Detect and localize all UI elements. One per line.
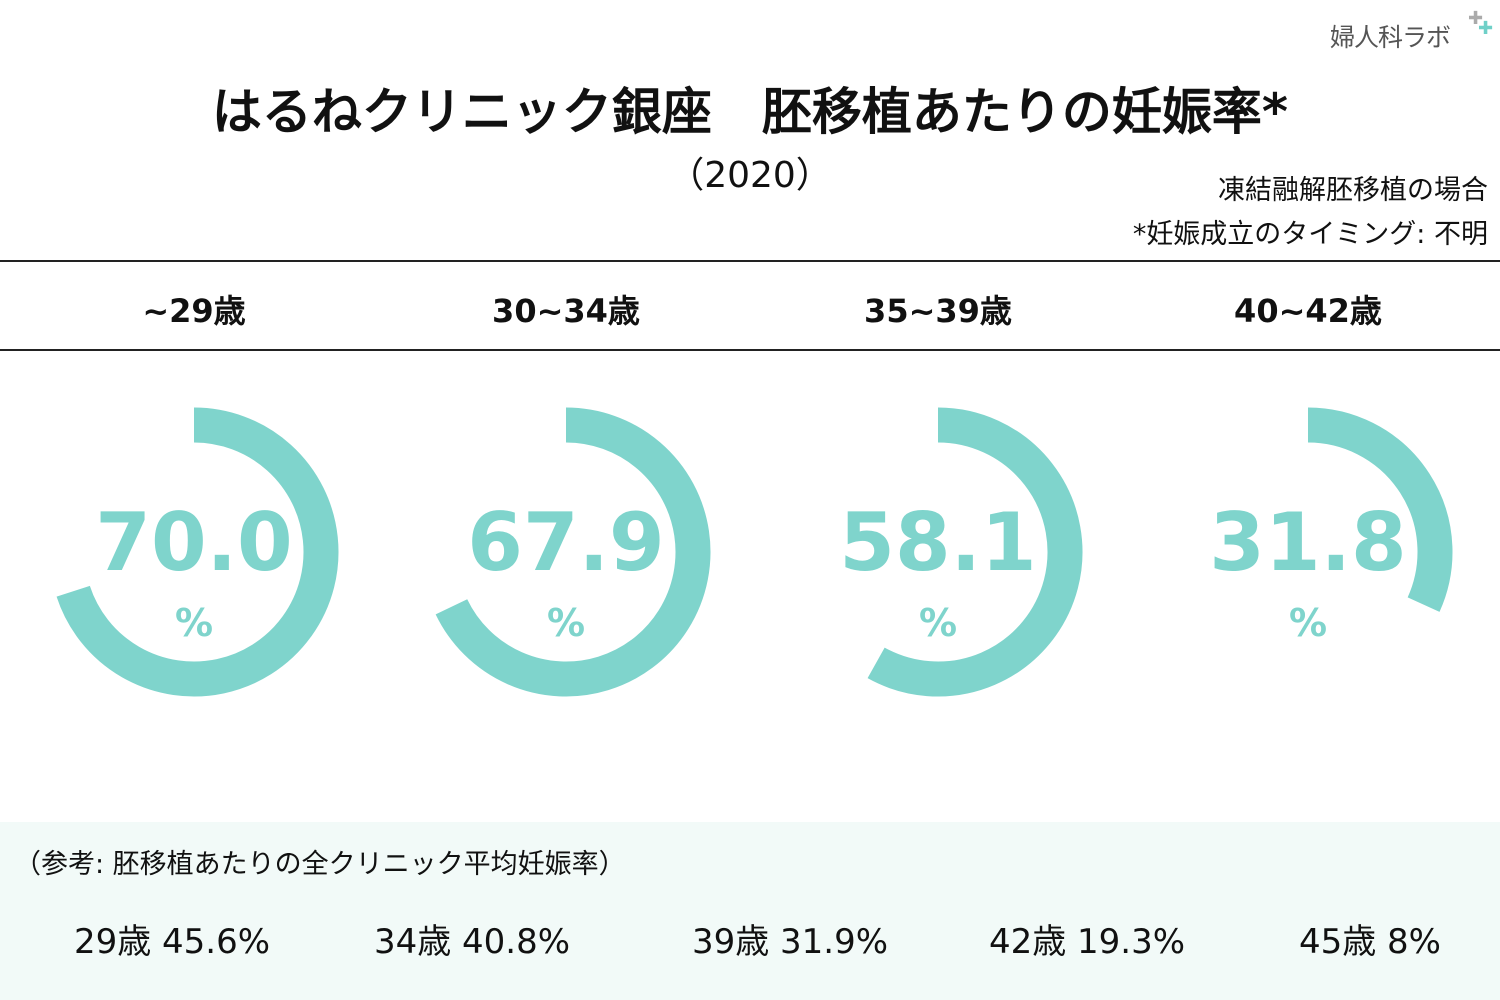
reference-item: 42歳 19.3% <box>988 922 1186 962</box>
gauge-arc <box>56 407 339 697</box>
age-label: ~29歳 <box>142 292 246 330</box>
plus-icon: ✚ <box>1468 8 1483 29</box>
age-label: 40~42歳 <box>1234 292 1382 330</box>
divider <box>0 260 1500 262</box>
logo-text: 婦人科ラボ <box>1330 23 1451 52</box>
reference-panel: （参考: 胚移植あたりの全クリニック平均妊娠率） 29歳 45.6% 34歳 4… <box>0 822 1500 1000</box>
plus-icon: ✚ <box>1478 18 1493 39</box>
reference-item: 29歳 45.6% <box>73 922 271 962</box>
gauge-value: 67.9 <box>467 496 664 589</box>
reference-item: 45歳 8% <box>1298 922 1441 962</box>
reference-item: 39歳 31.9% <box>691 922 889 962</box>
reference-item: 34歳 40.8% <box>373 922 571 962</box>
gauge-value: 70.0 <box>95 496 292 589</box>
age-label: 35~39歳 <box>864 292 1012 330</box>
note-method: 凍結融解胚移植の場合 <box>1218 175 1488 206</box>
gauge-arc <box>867 407 1083 697</box>
logo: 婦人科ラボ ✚ ✚ <box>1330 10 1495 58</box>
gauge-unit: % <box>547 601 585 645</box>
gauge-arc <box>435 407 711 697</box>
gauge-unit: % <box>1289 601 1327 645</box>
note-timing: *妊娠成立のタイミング: 不明 <box>1132 219 1488 250</box>
gauge-chart: 70.0% 67.9% 58.1% 31.8% <box>56 407 1453 697</box>
gauge-unit: % <box>919 601 957 645</box>
gauge-unit: % <box>175 601 213 645</box>
chart-title: はるねクリニック銀座 胚移植あたりの妊娠率* <box>211 83 1289 141</box>
gauge-value: 58.1 <box>839 496 1036 589</box>
chart-subtitle: （2020） <box>668 155 832 196</box>
divider <box>0 349 1500 351</box>
gauge-arc <box>1307 407 1453 612</box>
gauge-value: 31.8 <box>1209 496 1406 589</box>
age-label: 30~34歳 <box>492 292 640 330</box>
reference-title: （参考: 胚移植あたりの全クリニック平均妊娠率） <box>14 849 626 880</box>
